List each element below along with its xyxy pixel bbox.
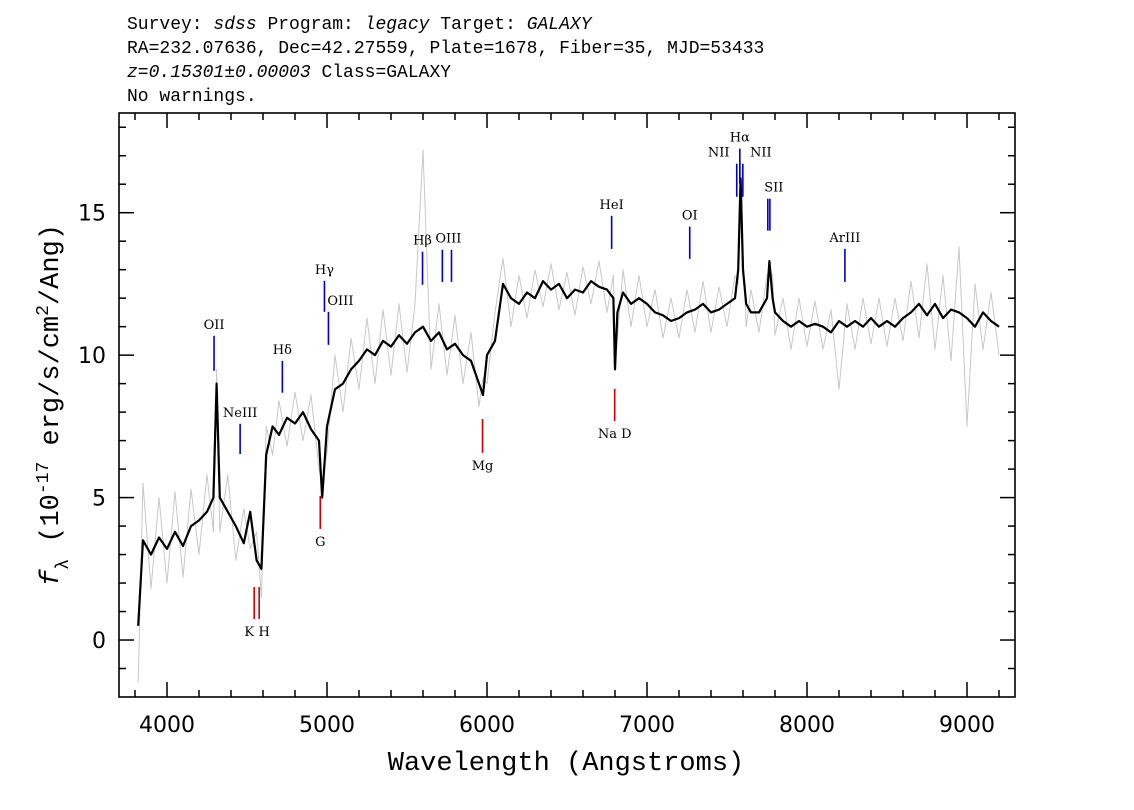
y-axis-label-part: -17 [34, 462, 54, 494]
header-text: Program: [257, 15, 365, 35]
axes: 4000 5000 6000 7000 8000 9000 0 5 10 15 [78, 113, 1015, 738]
spectral-line-label: OIII [435, 232, 461, 247]
spectral-line-label: K [244, 625, 254, 640]
spectral-line-label: NeIII [223, 406, 257, 421]
x-axis-label: Wavelength (Angstroms) [388, 749, 744, 779]
y-axis-label-part: 2 [34, 305, 54, 316]
x-tick-label: 7000 [619, 713, 675, 738]
header-text: legacy [365, 15, 431, 35]
y-axis-label-part: (10 [37, 494, 67, 559]
spectral-line-label: Hβ [413, 234, 432, 249]
header-text: z=0.15301±0.00003 [127, 63, 311, 83]
header-text: GALAXY [527, 15, 593, 35]
spectral-line-label: Na D [598, 427, 632, 442]
spectral-line-label: SII [764, 181, 783, 196]
y-tick-label: 10 [78, 344, 106, 369]
spectral-line-label: NII [708, 146, 730, 161]
spectral-line-label: OIII [327, 294, 353, 309]
y-tick-label: 0 [92, 629, 106, 654]
spectral-line-label: H [258, 625, 269, 640]
x-tick-label: 5000 [299, 713, 355, 738]
x-tick-label: 6000 [459, 713, 515, 738]
y-axis-label: fλ (10-17 erg/s/cm2/Ang) [34, 224, 74, 586]
frame [118, 112, 1016, 698]
header-line: RA=232.07636, Dec=42.27559, Plate=1678, … [127, 39, 764, 59]
spectral-line-label: OI [682, 209, 698, 224]
x-tick-label: 8000 [779, 713, 835, 738]
y-tick-label: 15 [78, 202, 106, 227]
y-axis-label-part: erg/s/cm [37, 316, 67, 462]
spectral-line-label: NII [750, 146, 772, 161]
spectral-line-label: Hγ [315, 263, 334, 278]
header-text: Target: [429, 15, 526, 35]
spectrum-line [137, 177, 1000, 626]
spectral-line-label: HeI [600, 198, 624, 213]
spectral-line-label: ArIII [828, 231, 860, 246]
header-text: Class=GALAXY [311, 63, 452, 83]
x-tick-label: 9000 [939, 713, 995, 738]
header-text: Survey: [127, 15, 213, 35]
spectral-line-label: Hα [730, 131, 750, 146]
header-text: sdss [213, 15, 256, 35]
header-line: Survey: sdss Program: legacy Target: GAL… [127, 15, 593, 35]
header-text: RA=232.07636, Dec=42.27559, Plate=1678, … [127, 39, 764, 59]
y-tick-label: 5 [92, 487, 106, 512]
x-tick-label: 4000 [139, 713, 195, 738]
spectral-line-label: G [315, 535, 325, 550]
header-text: No warnings. [127, 87, 257, 107]
spectral-line-label: Mg [472, 459, 494, 474]
spectrum-line [137, 149, 1000, 683]
header-line: z=0.15301±0.00003 Class=GALAXY [127, 63, 451, 83]
y-axis-label-part: λ [54, 559, 74, 570]
spectral-line-label: Hδ [273, 343, 292, 358]
y-axis-label-part: f [37, 569, 67, 586]
header-line: No warnings. [127, 87, 257, 107]
spectral-line-label: OII [204, 318, 225, 333]
y-axis-label-part: /Ang) [37, 224, 67, 305]
